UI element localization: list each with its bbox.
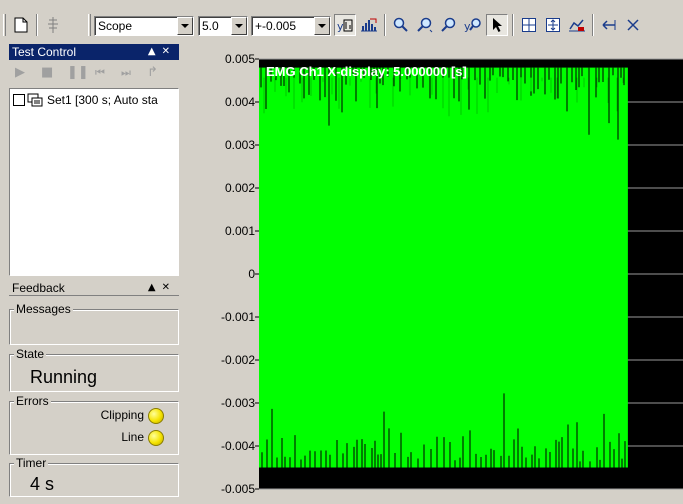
signal-series bbox=[259, 67, 628, 468]
panel-title: Feedback bbox=[12, 281, 65, 295]
tree-item-label: Set1 [300 s; Auto sta bbox=[47, 93, 158, 107]
toolbar-separator bbox=[592, 14, 594, 36]
skip-back-icon[interactable]: ⏮ bbox=[95, 66, 105, 79]
y-tick-label: -0.005 bbox=[221, 482, 255, 496]
new-file-icon[interactable] bbox=[10, 14, 32, 36]
chevron-down-icon[interactable] bbox=[314, 17, 330, 35]
feedback-header[interactable]: Feedback ▲✕ bbox=[9, 280, 179, 296]
messages-label: Messages bbox=[14, 302, 73, 316]
zoom-in-icon[interactable] bbox=[414, 14, 436, 36]
chart-title: EMG Ch1 X-display: 5.000000 [s] bbox=[266, 64, 467, 79]
state-group: State Running bbox=[9, 347, 179, 392]
y-tick-label: 0.001 bbox=[225, 224, 255, 238]
y-tick-label: 0 bbox=[248, 267, 255, 281]
y-axis-ticks: 0.005 0.004 0.003 0.002 0.001 0 -0.001 -0.002 -0… bbox=[221, 52, 259, 496]
y-tick-label: 0.005 bbox=[225, 52, 255, 66]
line-led-icon bbox=[148, 429, 164, 446]
toolbar-separator bbox=[384, 14, 386, 36]
state-label: State bbox=[14, 347, 47, 361]
transport-controls: ▶ ■ ❚❚ ⏮ ⏭ ↱ bbox=[9, 62, 179, 84]
toolbar: Scope 5.0 +-0.005 y y bbox=[0, 0, 683, 42]
collapse-icon[interactable]: ▲ bbox=[147, 282, 162, 293]
settings-icon[interactable] bbox=[42, 14, 64, 36]
toolbar-grip[interactable] bbox=[3, 14, 6, 36]
y-scale-select-value: +-0.005 bbox=[255, 19, 297, 33]
pause-icon[interactable]: ❚❚ bbox=[67, 65, 89, 80]
autoscale-y-icon[interactable]: y bbox=[334, 14, 356, 36]
y-tick-label: 0.004 bbox=[225, 95, 255, 109]
y-tick-label: 0.003 bbox=[225, 138, 255, 152]
panel-title: Test Control bbox=[12, 45, 77, 59]
fit-icon[interactable] bbox=[542, 14, 564, 36]
y-tick-label: -0.001 bbox=[221, 310, 255, 324]
scope-select-value: Scope bbox=[98, 19, 133, 33]
test-tree[interactable]: Set1 [300 s; Auto sta bbox=[9, 88, 179, 276]
zoom-y-icon[interactable]: y bbox=[462, 14, 484, 36]
y-tick-label: 0.002 bbox=[225, 181, 255, 195]
scope-plot[interactable]: 0.005 0.004 0.003 0.002 0.001 0 -0.001 -0.002 -0… bbox=[186, 44, 683, 504]
panel-header-buttons: ▲✕ bbox=[148, 280, 176, 296]
clipping-indicator: Clipping bbox=[101, 406, 164, 424]
grid-icon[interactable] bbox=[518, 14, 540, 36]
timer-label: Timer bbox=[14, 456, 49, 470]
clipping-led-icon bbox=[148, 407, 164, 424]
timer-value: 4 s bbox=[30, 474, 55, 494]
y-scale-select[interactable]: +-0.005 bbox=[251, 16, 331, 36]
test-control-header[interactable]: Test Control ▲✕ bbox=[9, 44, 179, 60]
play-icon[interactable]: ▶ bbox=[15, 65, 25, 80]
chevron-down-icon[interactable] bbox=[177, 17, 193, 35]
signal-envelope bbox=[259, 67, 628, 468]
y-tick-label: -0.002 bbox=[221, 353, 255, 367]
y-tick-label: -0.004 bbox=[221, 439, 255, 453]
test-control-panel: Test Control ▲✕ ▶ ■ ❚❚ ⏮ ⏭ ↱ Set1 [300 s… bbox=[9, 44, 179, 276]
state-value: Running bbox=[30, 367, 98, 387]
svg-text:y: y bbox=[337, 20, 344, 33]
chevron-down-icon[interactable] bbox=[231, 17, 247, 35]
svg-text:y: y bbox=[464, 20, 471, 33]
line-label: Line bbox=[121, 430, 144, 444]
collapse-icon[interactable]: ▲ bbox=[147, 46, 162, 57]
skip-forward-icon[interactable]: ⏭ bbox=[121, 66, 131, 79]
close-icon[interactable]: ✕ bbox=[161, 46, 176, 57]
x-scale-select-value: 5.0 bbox=[202, 19, 219, 33]
errors-label: Errors bbox=[14, 394, 51, 408]
panel-header-buttons: ▲✕ bbox=[148, 44, 176, 60]
scroll-left-icon[interactable] bbox=[598, 14, 620, 36]
toolbar-grip[interactable] bbox=[88, 14, 91, 36]
y-tick-label: -0.003 bbox=[221, 396, 255, 410]
zoom-icon[interactable] bbox=[390, 14, 412, 36]
plot-svg[interactable]: 0.005 0.004 0.003 0.002 0.001 0 -0.001 -0.002 -0… bbox=[186, 44, 683, 504]
close-icon[interactable] bbox=[622, 14, 644, 36]
set-icon bbox=[27, 93, 43, 107]
clipping-label: Clipping bbox=[100, 408, 144, 422]
line-indicator: Line bbox=[121, 428, 164, 446]
close-icon[interactable]: ✕ bbox=[161, 282, 176, 293]
scope-select[interactable]: Scope bbox=[94, 16, 194, 36]
stop-icon[interactable]: ■ bbox=[41, 65, 54, 80]
tree-item-set1[interactable]: Set1 [300 s; Auto sta bbox=[13, 92, 176, 108]
feedback-panel: Feedback ▲✕ Messages State Running Error… bbox=[9, 280, 179, 500]
pointer-icon[interactable] bbox=[486, 14, 508, 36]
checkbox[interactable] bbox=[13, 94, 25, 106]
errors-group: Errors Clipping Line bbox=[9, 394, 179, 455]
toolbar-separator bbox=[512, 14, 514, 36]
x-scale-select[interactable]: 5.0 bbox=[198, 16, 248, 36]
jump-icon[interactable]: ↱ bbox=[147, 65, 158, 80]
zoom-out-icon[interactable] bbox=[438, 14, 460, 36]
chart-settings-icon[interactable] bbox=[566, 14, 588, 36]
toolbar-separator bbox=[36, 14, 38, 36]
timer-group: Timer 4 s bbox=[9, 456, 179, 497]
messages-group: Messages bbox=[9, 302, 179, 345]
histogram-icon[interactable] bbox=[358, 14, 380, 36]
